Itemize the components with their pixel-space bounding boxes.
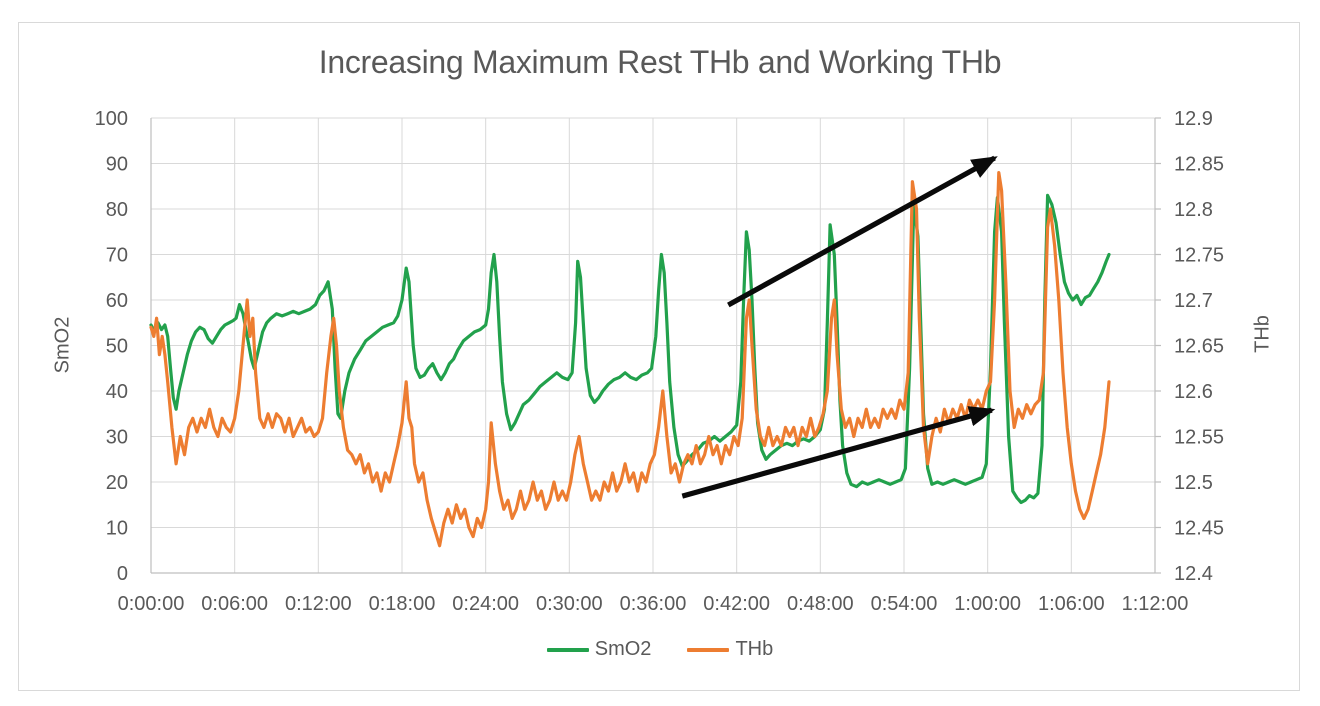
- svg-text:30: 30: [106, 427, 128, 449]
- chart-frame: [18, 22, 1300, 691]
- svg-text:20: 20: [106, 472, 128, 494]
- svg-text:0:00:00: 0:00:00: [118, 593, 185, 615]
- svg-text:12.75: 12.75: [1174, 245, 1224, 267]
- thb-line-swatch: [687, 647, 730, 652]
- svg-text:0:54:00: 0:54:00: [871, 593, 938, 615]
- svg-text:12.6: 12.6: [1174, 381, 1213, 403]
- svg-text:1:12:00: 1:12:00: [1122, 593, 1189, 615]
- svg-text:12.7: 12.7: [1174, 290, 1213, 312]
- svg-text:12.45: 12.45: [1174, 518, 1224, 540]
- svg-text:100: 100: [95, 108, 128, 130]
- legend-item-smo2: SmO2: [546, 638, 652, 661]
- svg-text:70: 70: [106, 245, 128, 267]
- svg-text:0:18:00: 0:18:00: [369, 593, 436, 615]
- svg-text:12.85: 12.85: [1174, 154, 1224, 176]
- svg-text:40: 40: [106, 381, 128, 403]
- svg-text:1:00:00: 1:00:00: [954, 593, 1021, 615]
- chart-title: Increasing Maximum Rest THb and Working …: [318, 44, 1002, 80]
- svg-text:1:06:00: 1:06:00: [1038, 593, 1105, 615]
- svg-text:0:12:00: 0:12:00: [285, 593, 352, 615]
- svg-text:0:48:00: 0:48:00: [787, 593, 854, 615]
- svg-text:60: 60: [106, 290, 128, 312]
- legend-label-smo2: SmO2: [594, 638, 652, 660]
- svg-text:10: 10: [106, 518, 128, 540]
- svg-text:90: 90: [106, 154, 128, 176]
- svg-text:0:36:00: 0:36:00: [620, 593, 687, 615]
- svg-text:0:24:00: 0:24:00: [452, 593, 519, 615]
- svg-text:80: 80: [106, 199, 128, 221]
- svg-text:0: 0: [117, 563, 128, 585]
- svg-text:12.4: 12.4: [1174, 563, 1213, 585]
- legend-item-thb: THb: [687, 638, 773, 661]
- svg-text:12.65: 12.65: [1174, 336, 1224, 358]
- svg-text:0:06:00: 0:06:00: [201, 593, 268, 615]
- svg-text:50: 50: [106, 336, 128, 358]
- legend-label-thb: THb: [735, 638, 774, 660]
- smo2-line-swatch: [546, 647, 589, 652]
- svg-text:12.55: 12.55: [1174, 427, 1224, 449]
- svg-text:0:30:00: 0:30:00: [536, 593, 603, 615]
- svg-text:0:42:00: 0:42:00: [703, 593, 770, 615]
- svg-text:12.9: 12.9: [1174, 108, 1213, 130]
- svg-text:12.5: 12.5: [1174, 472, 1213, 494]
- chart-legend: SmO2 THb: [0, 638, 1320, 661]
- svg-text:12.8: 12.8: [1174, 199, 1213, 221]
